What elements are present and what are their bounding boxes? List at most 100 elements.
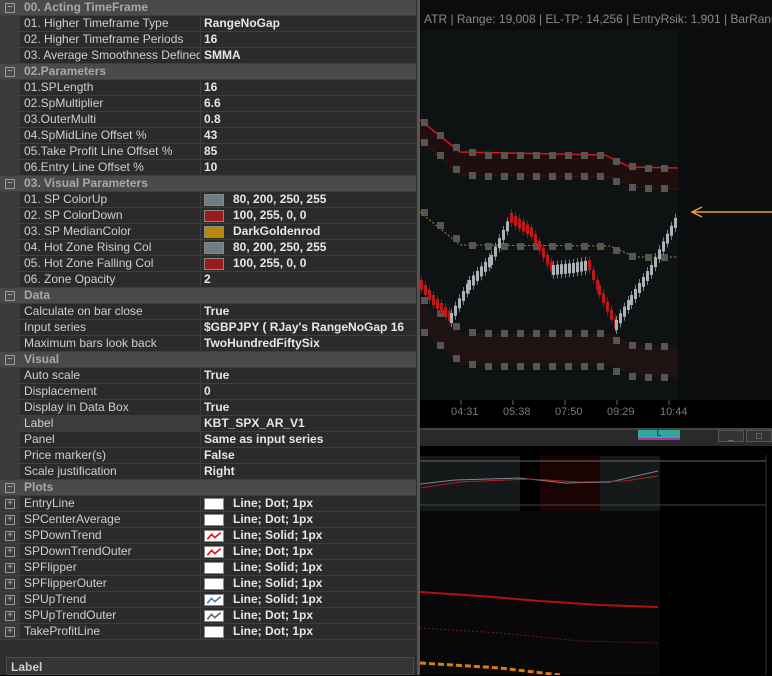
plot-style-icon[interactable]	[204, 545, 224, 558]
property-row[interactable]: 04. Hot Zone Rising Col 80, 200, 250, 255	[0, 240, 416, 256]
property-value[interactable]: Line; Dot; 1px	[201, 608, 416, 623]
property-value[interactable]: Line; Solid; 1px	[201, 576, 416, 591]
property-value[interactable]: 2	[201, 272, 416, 287]
color-swatch[interactable]	[204, 225, 224, 238]
property-row[interactable]: 03. Average Smoothness Defined SMMA	[0, 48, 416, 64]
property-row[interactable]: + TakeProfitLine Line; Dot; 1px	[0, 624, 416, 640]
property-row[interactable]: + EntryLine Line; Dot; 1px	[0, 496, 416, 512]
property-value[interactable]: Line; Dot; 1px	[201, 512, 416, 527]
property-value[interactable]: TwoHundredFiftySix	[201, 336, 416, 351]
property-value[interactable]: 16	[201, 80, 416, 95]
property-value[interactable]: True	[201, 368, 416, 383]
price-chart[interactable]	[420, 0, 772, 675]
property-value[interactable]: Same as input series	[201, 432, 416, 447]
property-value[interactable]: KBT_SPX_AR_V1	[201, 416, 416, 431]
property-value[interactable]: 16	[201, 32, 416, 47]
property-row[interactable]: 05.Take Profit Line Offset % 85	[0, 144, 416, 160]
category-header[interactable]: − Visual	[0, 352, 416, 368]
panel-tab[interactable]: L	[638, 430, 680, 440]
expand-icon[interactable]: +	[5, 514, 15, 525]
property-value[interactable]: True	[201, 304, 416, 319]
category-header[interactable]: −02.Parameters	[0, 64, 416, 80]
plot-style-icon[interactable]	[204, 593, 224, 606]
property-value[interactable]: True	[201, 400, 416, 415]
property-row[interactable]: Maximum bars look back TwoHundredFiftySix	[0, 336, 416, 352]
plot-style-icon[interactable]	[204, 577, 224, 590]
property-value[interactable]: 100, 255, 0, 0	[201, 208, 416, 223]
collapse-icon[interactable]: −	[0, 288, 20, 303]
expand-icon[interactable]: +	[5, 562, 15, 573]
property-value[interactable]: 85	[201, 144, 416, 159]
property-row[interactable]: + SPUpTrend Line; Solid; 1px	[0, 592, 416, 608]
property-value[interactable]: Right	[201, 464, 416, 479]
property-value[interactable]: DarkGoldenrod	[201, 224, 416, 239]
property-row[interactable]: 04.SpMidLine Offset % 43	[0, 128, 416, 144]
category-header[interactable]: −03. Visual Parameters	[0, 176, 416, 192]
property-row[interactable]: Displacement 0	[0, 384, 416, 400]
expand-icon[interactable]: +	[5, 530, 15, 541]
plot-style-icon[interactable]	[204, 529, 224, 542]
property-value[interactable]: 10	[201, 160, 416, 175]
property-row[interactable]: + SPDownTrendOuter Line; Dot; 1px	[0, 544, 416, 560]
collapse-icon[interactable]: −	[0, 480, 20, 495]
expand-icon[interactable]: +	[5, 626, 15, 637]
category-header[interactable]: − Plots	[0, 480, 416, 496]
collapse-icon[interactable]: −	[0, 64, 20, 79]
plot-style-icon[interactable]	[204, 561, 224, 574]
panel-separator-bar[interactable]	[420, 428, 772, 446]
category-header[interactable]: −00. Acting TimeFrame	[0, 0, 416, 16]
color-swatch[interactable]	[204, 241, 224, 254]
expand-icon[interactable]: +	[5, 610, 15, 621]
property-row[interactable]: 02. SP ColorDown 100, 255, 0, 0	[0, 208, 416, 224]
property-row[interactable]: 01. Higher Timeframe Type RangeNoGap	[0, 16, 416, 32]
property-row[interactable]: 06. Zone Opacity 2	[0, 272, 416, 288]
property-value[interactable]: 80, 200, 250, 255	[201, 192, 416, 207]
property-row[interactable]: + SPDownTrend Line; Solid; 1px	[0, 528, 416, 544]
property-value[interactable]: 6.6	[201, 96, 416, 111]
color-swatch[interactable]	[204, 193, 224, 206]
property-value[interactable]: RangeNoGap	[201, 16, 416, 31]
property-value[interactable]: Line; Solid; 1px	[201, 528, 416, 543]
property-value[interactable]: 43	[201, 128, 416, 143]
property-value[interactable]: False	[201, 448, 416, 463]
property-value[interactable]: 100, 255, 0, 0	[201, 256, 416, 271]
property-row[interactable]: + SPUpTrendOuter Line; Dot; 1px	[0, 608, 416, 624]
expand-icon[interactable]: +	[5, 578, 15, 589]
property-row[interactable]: 05. Hot Zone Falling Col 100, 255, 0, 0	[0, 256, 416, 272]
expand-icon[interactable]: +	[5, 498, 15, 509]
collapse-icon[interactable]: −	[0, 176, 20, 191]
property-row[interactable]: 01.SPLength 16	[0, 80, 416, 96]
collapse-icon[interactable]: −	[0, 0, 20, 15]
minimize-button[interactable]: _	[718, 430, 744, 442]
property-value[interactable]: Line; Dot; 1px	[201, 624, 416, 639]
property-value[interactable]: Line; Solid; 1px	[201, 560, 416, 575]
property-row[interactable]: Calculate on bar close True	[0, 304, 416, 320]
property-row[interactable]: 06.Entry Line Offset % 10	[0, 160, 416, 176]
property-row[interactable]: Label KBT_SPX_AR_V1	[0, 416, 416, 432]
property-row[interactable]: 03. SP MedianColor DarkGoldenrod	[0, 224, 416, 240]
property-row[interactable]: Price marker(s) False	[0, 448, 416, 464]
property-value[interactable]: 80, 200, 250, 255	[201, 240, 416, 255]
color-swatch[interactable]	[204, 209, 224, 222]
plot-style-icon[interactable]	[204, 609, 224, 622]
property-row[interactable]: + SPFlipper Line; Solid; 1px	[0, 560, 416, 576]
property-row[interactable]: Scale justification Right	[0, 464, 416, 480]
property-value[interactable]: Line; Dot; 1px	[201, 496, 416, 511]
collapse-icon[interactable]: −	[0, 352, 20, 367]
property-row[interactable]: 03.OuterMulti 0.8	[0, 112, 416, 128]
property-row[interactable]: 02. Higher Timeframe Periods 16	[0, 32, 416, 48]
plot-style-icon[interactable]	[204, 625, 224, 638]
property-value[interactable]: 0.8	[201, 112, 416, 127]
property-row[interactable]: + SPCenterAverage Line; Dot; 1px	[0, 512, 416, 528]
property-value[interactable]: SMMA	[201, 48, 416, 63]
color-swatch[interactable]	[204, 257, 224, 270]
category-header[interactable]: − Data	[0, 288, 416, 304]
property-value[interactable]: $GBPJPY ( RJay's RangeNoGap 16	[201, 320, 416, 335]
plot-style-icon[interactable]	[204, 497, 224, 510]
property-row[interactable]: Input series $GBPJPY ( RJay's RangeNoGap …	[0, 320, 416, 336]
property-value[interactable]: 0	[201, 384, 416, 399]
property-row[interactable]: Auto scale True	[0, 368, 416, 384]
property-row[interactable]: Display in Data Box True	[0, 400, 416, 416]
property-value[interactable]: Line; Dot; 1px	[201, 544, 416, 559]
property-row[interactable]: 01. SP ColorUp 80, 200, 250, 255	[0, 192, 416, 208]
